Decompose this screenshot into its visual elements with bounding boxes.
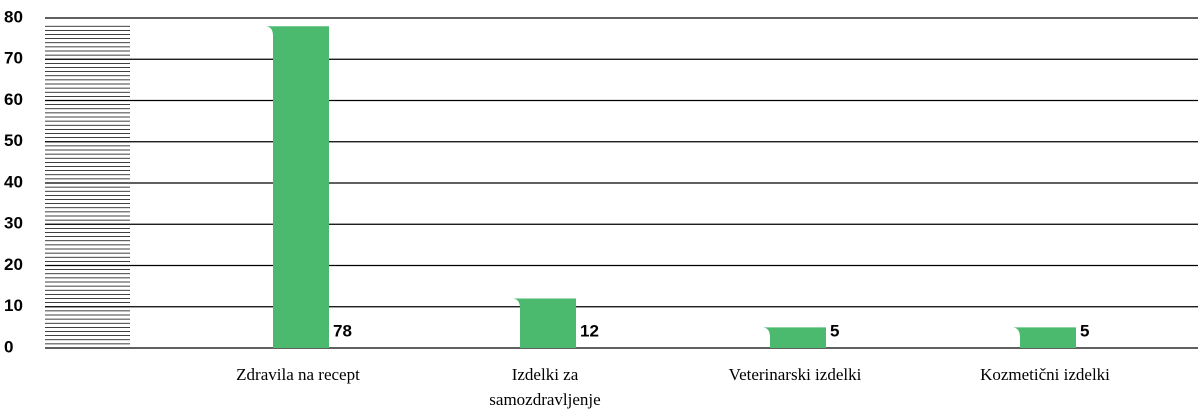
x-tick-label: Izdelki za samozdravljenje: [489, 365, 601, 409]
x-tick-label: Zdravila na recept: [236, 365, 360, 384]
value-label: 78: [333, 321, 352, 340]
y-tick-label: 40: [4, 172, 23, 191]
y-tick-label: 50: [4, 131, 23, 150]
y-tick-label: 30: [4, 214, 23, 233]
x-tick-label: Kozmetični izdelki: [980, 365, 1110, 384]
y-tick-label: 20: [4, 255, 23, 274]
x-tick-label: Veterinarski izdelki: [728, 365, 862, 384]
y-tick-label: 60: [4, 90, 23, 109]
bar: [762, 327, 826, 348]
bar: [512, 298, 576, 348]
y-tick-label: 80: [4, 7, 23, 26]
value-label: 12: [580, 321, 599, 340]
y-tick-label: 0: [4, 337, 13, 356]
y-tick-label: 70: [4, 49, 23, 68]
bar: [1012, 327, 1076, 348]
y-tick-label: 10: [4, 296, 23, 315]
value-label: 5: [1080, 321, 1089, 340]
value-label: 5: [830, 321, 839, 340]
bar: [265, 26, 329, 348]
